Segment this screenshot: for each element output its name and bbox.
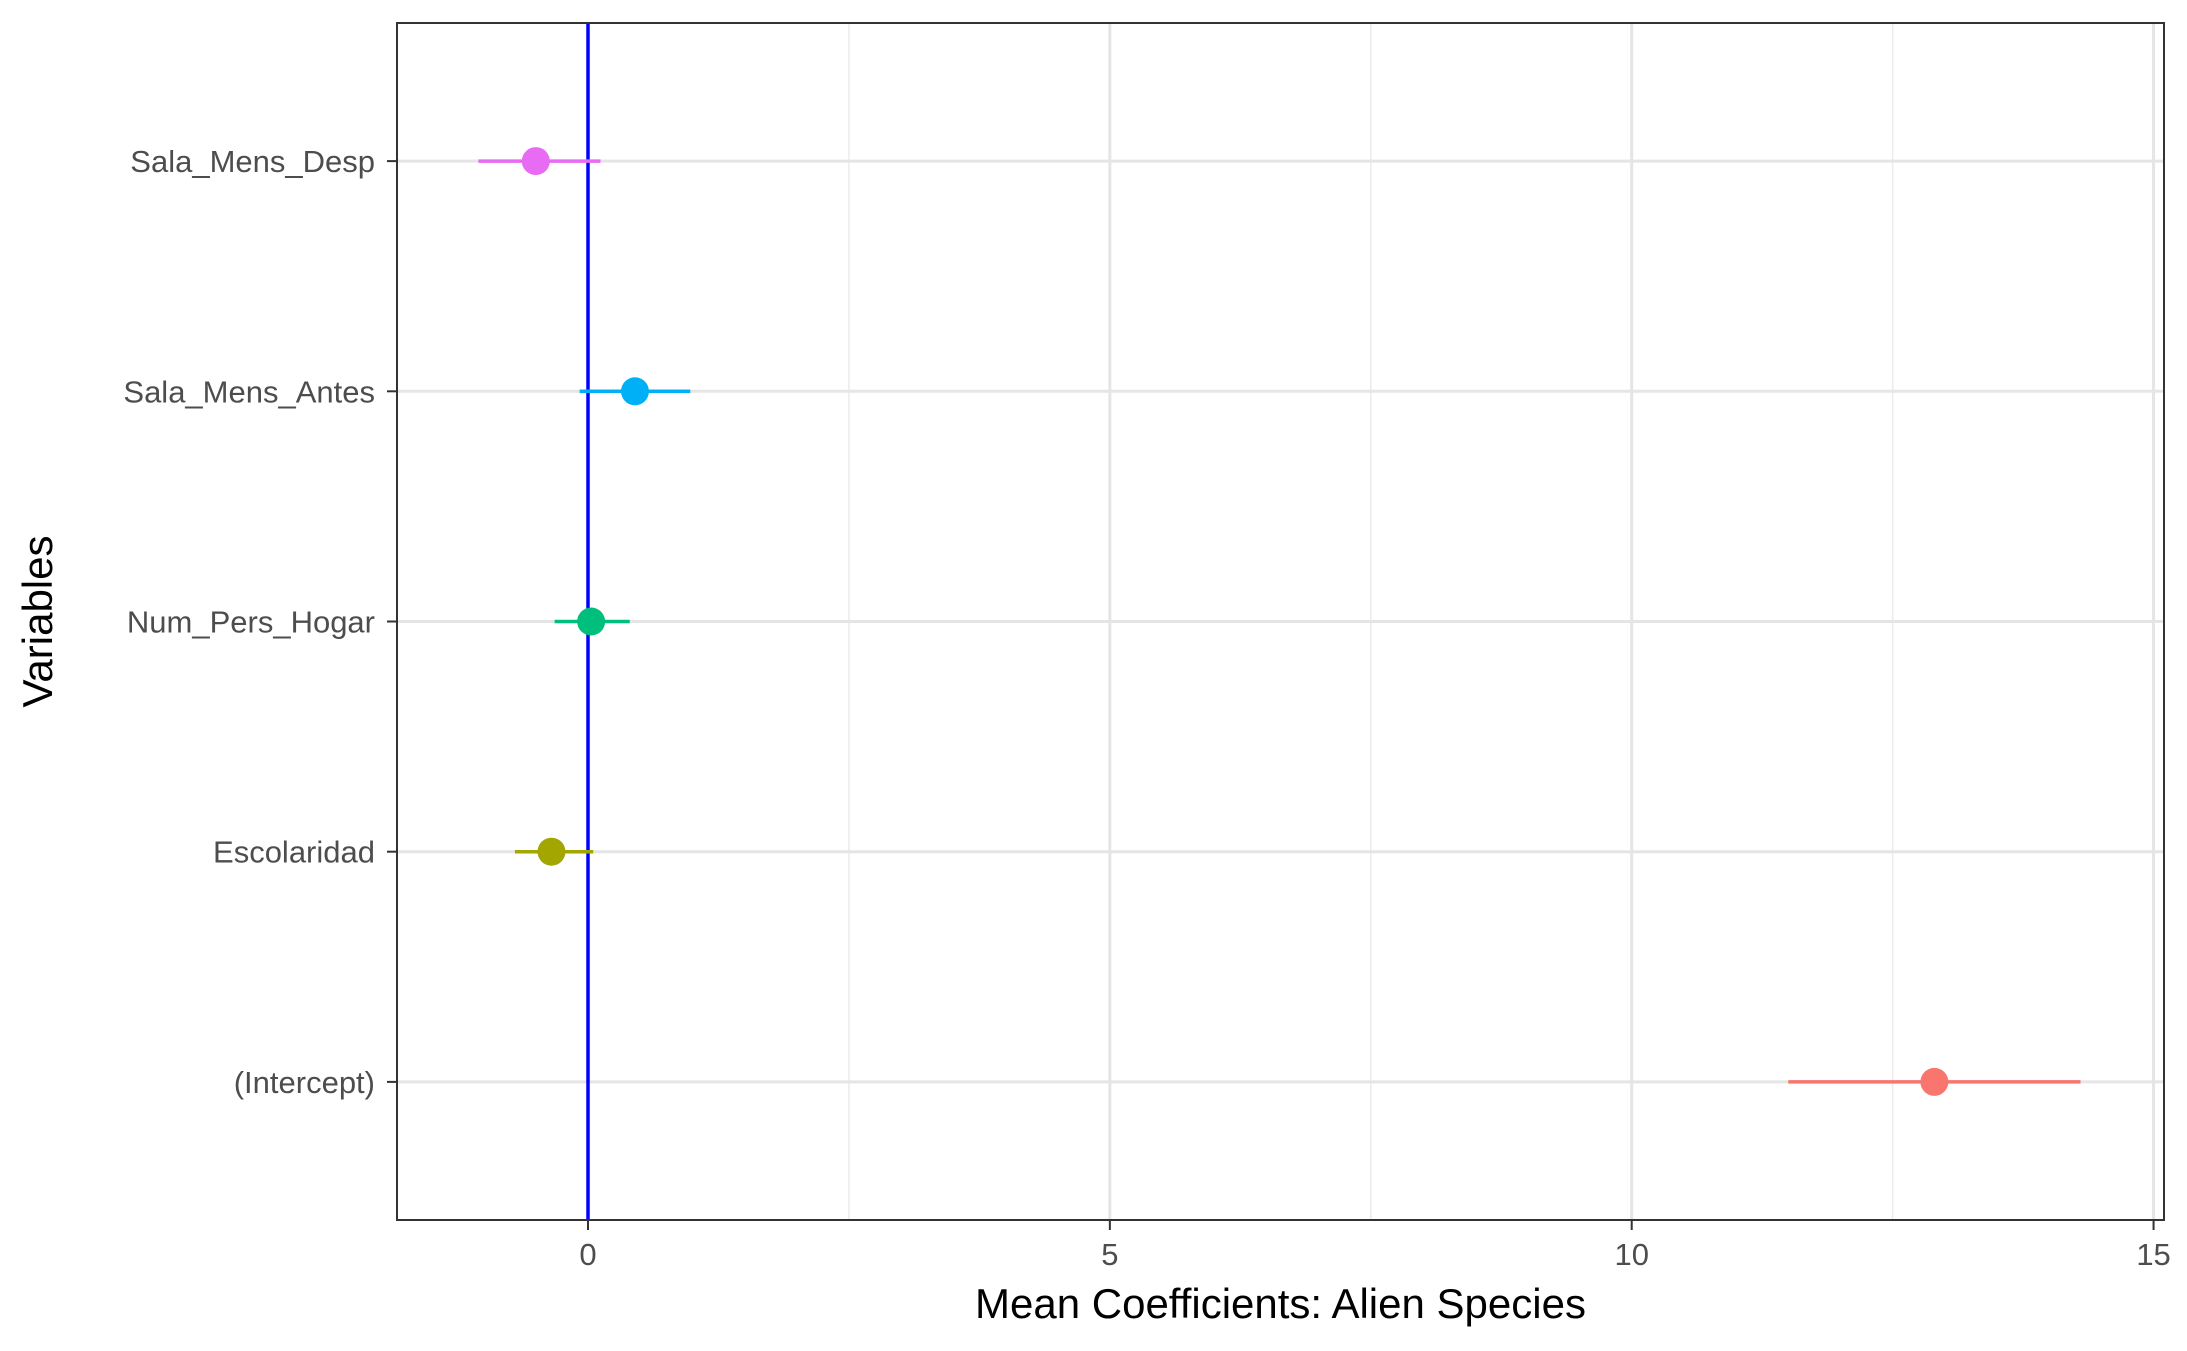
y-tick-label: Sala_Mens_Desp [130, 144, 375, 179]
data-point [577, 607, 606, 636]
grid-layer [397, 23, 2164, 1220]
x-tick-label: 10 [1614, 1237, 1648, 1272]
data-point [521, 147, 550, 176]
y-tick-label: Sala_Mens_Antes [123, 374, 375, 409]
data-point [620, 377, 649, 406]
x-tick-label: 5 [1101, 1237, 1118, 1272]
y-tick-label: Escolaridad [213, 835, 375, 870]
x-tick-label: 0 [579, 1237, 596, 1272]
x-axis-title: Mean Coefficients: Alien Species [975, 1280, 1586, 1327]
marks-layer [478, 147, 2081, 1096]
x-tick-label: 15 [2136, 1237, 2170, 1272]
y-tick-label: (Intercept) [234, 1065, 375, 1100]
y-axis-title: Variables [14, 536, 61, 708]
ticks-layer: 0 5 10 15 (Intercept) Escolaridad Num_Pers_Hog… [123, 144, 2170, 1272]
y-tick-label: Num_Pers_Hogar [127, 605, 375, 640]
data-point [1920, 1067, 1949, 1096]
data-point [537, 837, 566, 866]
